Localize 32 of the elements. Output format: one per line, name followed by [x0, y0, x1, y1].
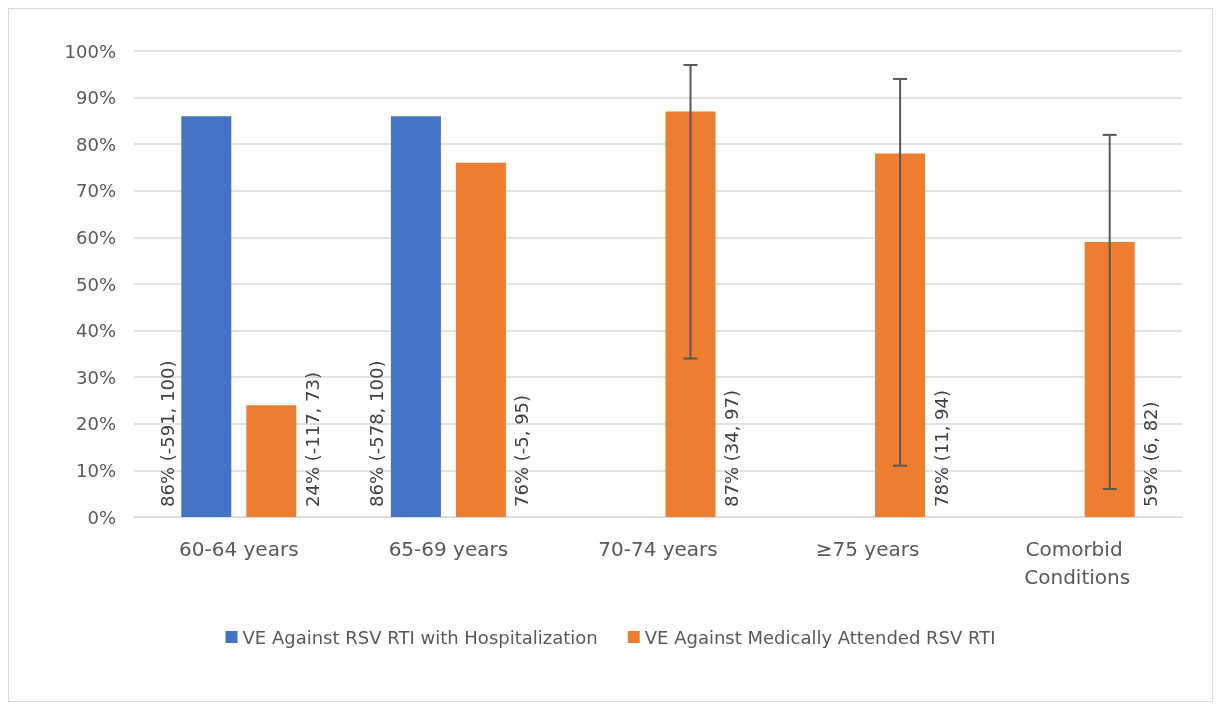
x-tick-label: Comorbid Conditions — [1024, 537, 1131, 589]
bar — [455, 162, 506, 517]
y-tick-label: 10% — [75, 459, 116, 481]
data-label: 59% (6, 82) — [1140, 401, 1162, 507]
data-label: 86% (-591, 100) — [156, 360, 178, 507]
bar — [1084, 242, 1135, 517]
data-label: 86% (-578, 100) — [366, 360, 388, 507]
legend-label: VE Against RSV RTI with Hospitalization — [242, 626, 598, 648]
y-tick-label: 60% — [75, 226, 116, 248]
bar — [390, 116, 441, 517]
y-tick-label: 100% — [64, 40, 116, 62]
data-label: 87% (34, 97) — [721, 389, 742, 507]
bar — [181, 116, 232, 517]
legend-label: VE Against Medically Attended RSV RTI — [644, 626, 996, 648]
data-label: 24% (-117, 73) — [301, 372, 323, 507]
x-tick-label: 60-64 years — [179, 537, 299, 561]
data-label: 76% (-5, 95) — [511, 394, 533, 507]
y-tick-label: 0% — [87, 506, 116, 528]
bar — [875, 153, 926, 517]
y-tick-label: 70% — [75, 180, 116, 202]
y-tick-label: 20% — [75, 413, 116, 435]
x-tick-label: ≥75 years — [815, 537, 920, 561]
data-label: 78% (11, 94) — [930, 389, 952, 507]
y-tick-label: 90% — [75, 87, 116, 109]
bar — [246, 405, 297, 517]
y-tick-label: 80% — [75, 133, 116, 155]
x-tick-label: 65-69 years — [388, 537, 509, 561]
y-tick-label: 40% — [75, 320, 116, 342]
x-tick-label: 70-74 years — [598, 537, 718, 561]
y-tick-label: 30% — [75, 366, 116, 388]
bar — [665, 111, 716, 517]
y-tick-label: 50% — [75, 273, 116, 295]
